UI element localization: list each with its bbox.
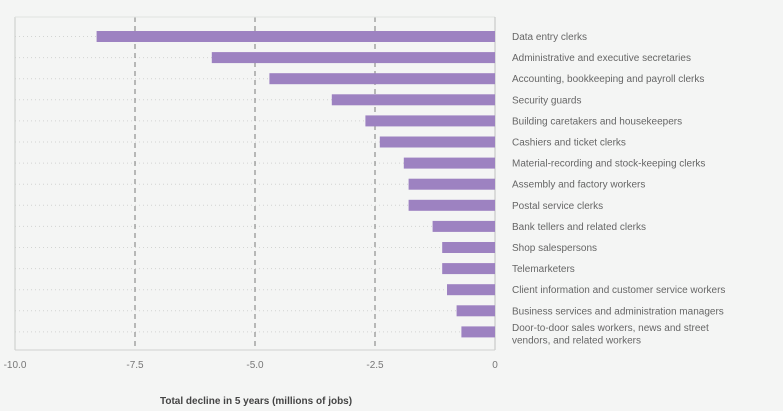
- category-label: Security guards: [512, 95, 581, 106]
- category-label: Postal service clerks: [512, 201, 603, 212]
- category-labels: Data entry clerks Administrative and exec…: [512, 32, 725, 347]
- category-label: Material-recording and stock-keeping cle…: [512, 159, 705, 170]
- category-label: Client information and customer service …: [512, 285, 725, 296]
- x-axis: -10.0 -7.5 -5.0 -2.5 0: [4, 349, 498, 371]
- x-axis-title: Total decline in 5 years (millions of jo…: [160, 396, 352, 407]
- category-label: vendors, and related workers: [512, 336, 641, 347]
- category-label: Door-to-door sales workers, news and str…: [512, 323, 709, 334]
- x-tick-label: -10.0: [4, 360, 27, 371]
- bar: [408, 178, 495, 190]
- bar: [408, 199, 495, 211]
- bar: [442, 263, 495, 275]
- bar: [96, 31, 495, 42]
- bars: [96, 31, 496, 338]
- category-label: Data entry clerks: [512, 32, 587, 43]
- x-tick-label: 0: [492, 360, 498, 371]
- bar: [365, 115, 495, 127]
- category-label: Bank tellers and related clerks: [512, 222, 646, 233]
- x-tick-label: -7.5: [126, 360, 144, 371]
- bar: [442, 242, 495, 253]
- bar: [403, 157, 495, 169]
- bar: [269, 73, 495, 85]
- category-label: Assembly and factory workers: [512, 180, 645, 191]
- x-tick-label: -5.0: [246, 360, 264, 371]
- category-label: Building caretakers and housekeepers: [512, 116, 682, 127]
- bar: [379, 136, 495, 148]
- category-label: Administrative and executive secretaries: [512, 53, 691, 64]
- bar: [456, 305, 495, 317]
- category-label: Business services and administration man…: [512, 306, 724, 317]
- category-label: Telemarketers: [512, 264, 575, 275]
- bar: [331, 94, 495, 106]
- category-label: Cashiers and ticket clerks: [512, 138, 626, 149]
- bar: [211, 52, 496, 64]
- category-label: Accounting, bookkeeping and payroll cler…: [512, 74, 704, 85]
- x-tick-label: -2.5: [366, 360, 384, 371]
- category-label: Shop salespersons: [512, 243, 597, 254]
- bar: [432, 220, 495, 232]
- bar: [447, 284, 495, 296]
- bar: [461, 326, 495, 338]
